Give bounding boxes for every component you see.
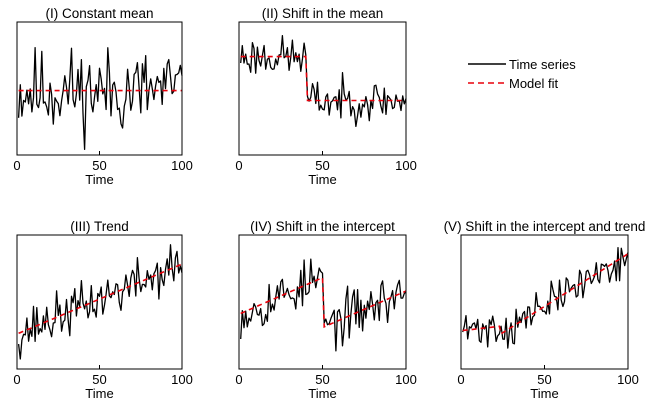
- x-tick-label: 100: [395, 158, 417, 173]
- series-line-model-fit: [240, 55, 406, 102]
- chart-title: (III) Trend: [70, 219, 129, 234]
- x-tick-label: 0: [13, 158, 20, 173]
- x-tick-label: 0: [235, 372, 242, 387]
- x-tick-label: 100: [171, 372, 193, 387]
- series-line-model-fit: [462, 253, 629, 336]
- x-axis-label: Time: [530, 386, 558, 401]
- chart-panel-3: 0 50 100 Time (III) Trend: [13, 219, 192, 401]
- x-tick-label: 50: [315, 372, 329, 387]
- axes-frame: [16, 234, 183, 370]
- axes-frame: [460, 234, 629, 370]
- series-line-time-series: [17, 244, 183, 360]
- x-axis-label: Time: [308, 386, 336, 401]
- series-line-time-series: [240, 258, 407, 352]
- x-tick-label: 50: [92, 372, 106, 387]
- legend: Time series Model fit: [468, 57, 576, 91]
- axes-frame: [238, 21, 407, 156]
- legend-label-time-series: Time series: [509, 57, 576, 72]
- series-line-time-series: [462, 246, 629, 349]
- chart-panel-4: 0 50 100 Time (IV) Shift in the intercept: [235, 219, 416, 401]
- series-line-time-series: [17, 46, 183, 151]
- chart-panel-1: 0 50 100 Time (I) Constant mean: [13, 6, 192, 187]
- chart-title: (I) Constant mean: [45, 6, 153, 21]
- x-tick-label: 100: [395, 372, 417, 387]
- x-tick-label: 100: [617, 372, 639, 387]
- axes-frame: [16, 21, 183, 156]
- x-tick-label: 100: [171, 158, 193, 173]
- series-line-time-series: [240, 34, 407, 128]
- series-line-model-fit: [18, 263, 183, 335]
- legend-label-model-fit: Model fit: [509, 76, 559, 91]
- series-line-model-fit: [240, 276, 407, 329]
- x-axis-label: Time: [85, 172, 113, 187]
- chart-title: (II) Shift in the mean: [262, 6, 384, 21]
- x-axis-label: Time: [85, 386, 113, 401]
- chart-panel-2: 0 50 100 Time (II) Shift in the mean: [235, 6, 416, 187]
- x-tick-label: 0: [13, 372, 20, 387]
- chart-title: (IV) Shift in the intercept: [250, 219, 395, 234]
- chart-title: (V) Shift in the intercept and trend: [444, 219, 646, 234]
- x-tick-label: 50: [537, 372, 551, 387]
- x-tick-label: 0: [457, 372, 464, 387]
- x-tick-label: 50: [92, 158, 106, 173]
- x-axis-label: Time: [308, 172, 336, 187]
- chart-panel-5: 0 50 100 Time (V) Shift in the intercept and…: [444, 219, 646, 401]
- x-tick-label: 0: [235, 158, 242, 173]
- x-tick-label: 50: [315, 158, 329, 173]
